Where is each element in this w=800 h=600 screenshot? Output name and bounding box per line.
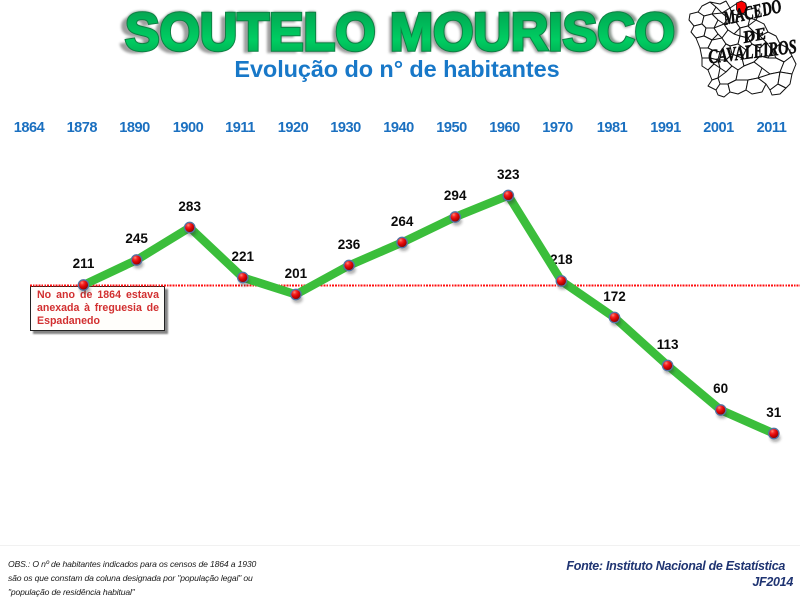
svg-text:DE: DE bbox=[740, 24, 768, 47]
svg-text:SOUTELO MOURISCO: SOUTELO MOURISCO bbox=[124, 1, 680, 60]
svg-text:SOUTELO MOURISCO: SOUTELO MOURISCO bbox=[125, 3, 675, 62]
svg-text:SOUTELO MOURISCO: SOUTELO MOURISCO bbox=[125, 3, 675, 62]
svg-text:SOUTELO MOURISCO: SOUTELO MOURISCO bbox=[118, 6, 674, 62]
